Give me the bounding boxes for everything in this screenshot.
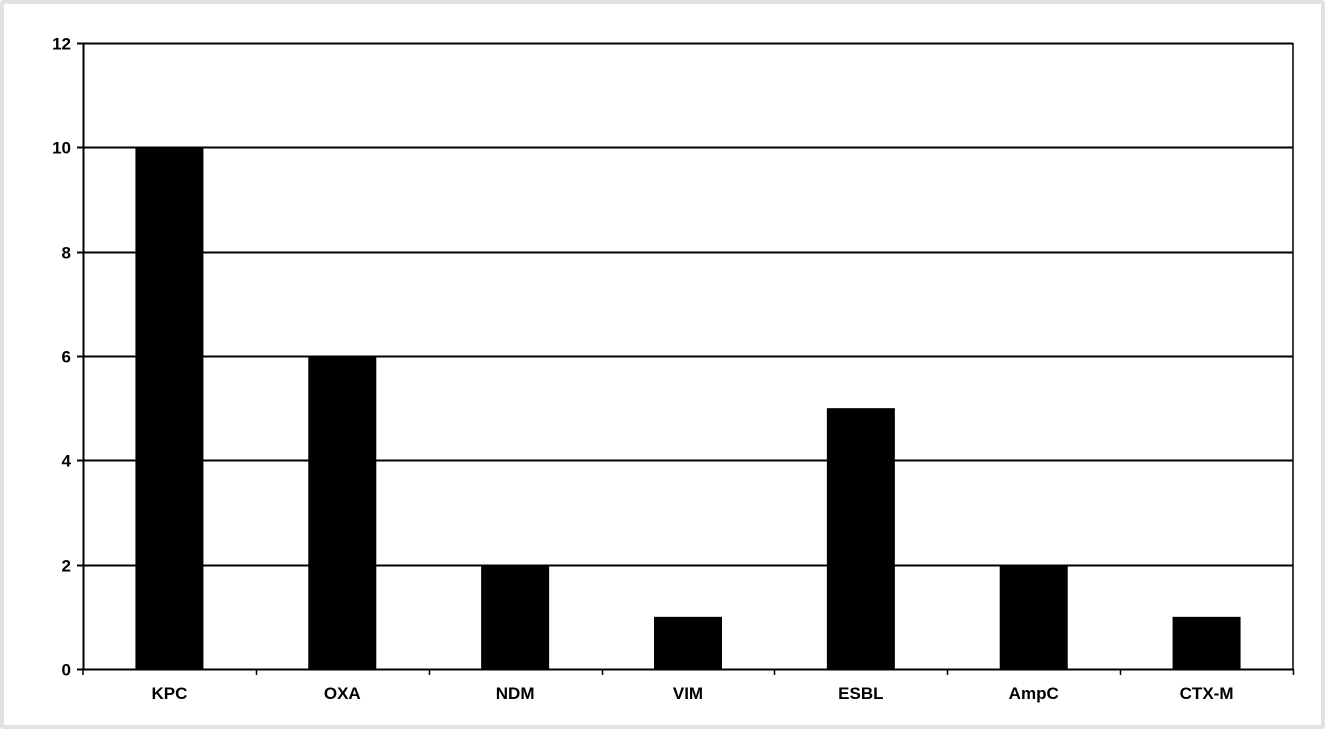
y-tick-label: 10 bbox=[52, 139, 71, 158]
x-tick-label: ESBL bbox=[838, 684, 883, 703]
x-tick-label: VIM bbox=[673, 684, 703, 703]
bar-esbl bbox=[826, 408, 895, 669]
x-tick-label: CTX-M bbox=[1180, 684, 1234, 703]
x-tick-label: NDM bbox=[496, 684, 535, 703]
bar-vim bbox=[654, 616, 722, 669]
bar-ctx-m bbox=[1172, 616, 1241, 669]
x-tick-label: KPC bbox=[151, 684, 187, 703]
x-tick-label: AmpC bbox=[1009, 684, 1059, 703]
y-tick-label: 6 bbox=[62, 348, 71, 367]
y-tick-label: 0 bbox=[62, 661, 71, 680]
axes bbox=[77, 42, 1295, 675]
bar-oxa bbox=[308, 356, 377, 669]
bars bbox=[135, 147, 1241, 670]
bar-ampc bbox=[999, 564, 1068, 669]
y-tick-label: 4 bbox=[62, 452, 72, 471]
y-tick-label: 12 bbox=[52, 35, 71, 54]
tick-labels: 0 2 4 6 8 10 12 KPC OXA NDM VIM ESBL AmpC CTX-M bbox=[52, 35, 1233, 704]
gridlines bbox=[83, 42, 1293, 669]
bar-ndm bbox=[481, 564, 550, 669]
y-tick-label: 2 bbox=[62, 557, 71, 576]
x-tick-label: OXA bbox=[324, 684, 361, 703]
y-tick-label: 8 bbox=[62, 244, 71, 263]
bar-kpc bbox=[135, 147, 204, 670]
